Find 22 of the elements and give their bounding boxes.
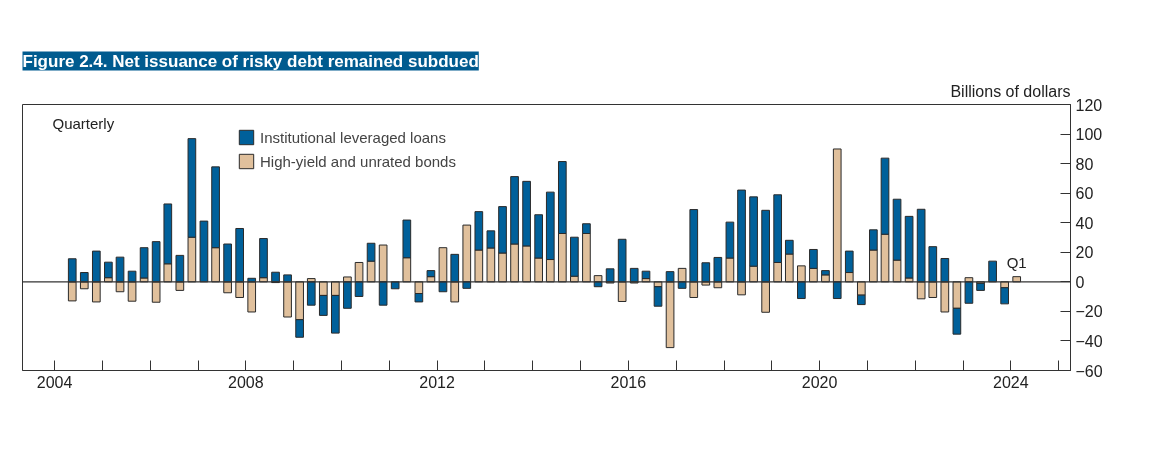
x-tick-label: 2016	[610, 373, 647, 391]
x-tick-label: 2008	[228, 373, 264, 391]
y-tick-label: 40	[1075, 214, 1094, 232]
y-tick-label: 120	[1075, 96, 1103, 114]
y-tick-label: 60	[1075, 185, 1094, 203]
y-tick-label: 20	[1075, 244, 1094, 262]
x-tick-label: 2024	[993, 373, 1029, 391]
annotation: Q1	[1006, 253, 1027, 271]
y-tick-label: 80	[1075, 155, 1094, 173]
y-tick-label: −40	[1075, 332, 1103, 350]
x-tick-label: 2012	[419, 373, 455, 391]
chart-title: Figure 2.4. Net issuance of risky debt remained subdued	[22, 51, 479, 71]
legend-label: Institutional leveraged loans	[260, 128, 446, 146]
x-tick-label: 2004	[36, 373, 73, 391]
annotation: Quarterly	[52, 114, 115, 132]
y-tick-label: 100	[1075, 126, 1103, 144]
legend-label: High-yield and unrated bonds	[260, 152, 456, 170]
y-tick-label: −20	[1075, 303, 1103, 321]
y-tick-label: 0	[1075, 273, 1085, 291]
x-tick-label: 2020	[801, 373, 838, 391]
y-axis-title: Billions of dollars	[950, 82, 1071, 100]
y-tick-label: −60	[1075, 362, 1103, 380]
